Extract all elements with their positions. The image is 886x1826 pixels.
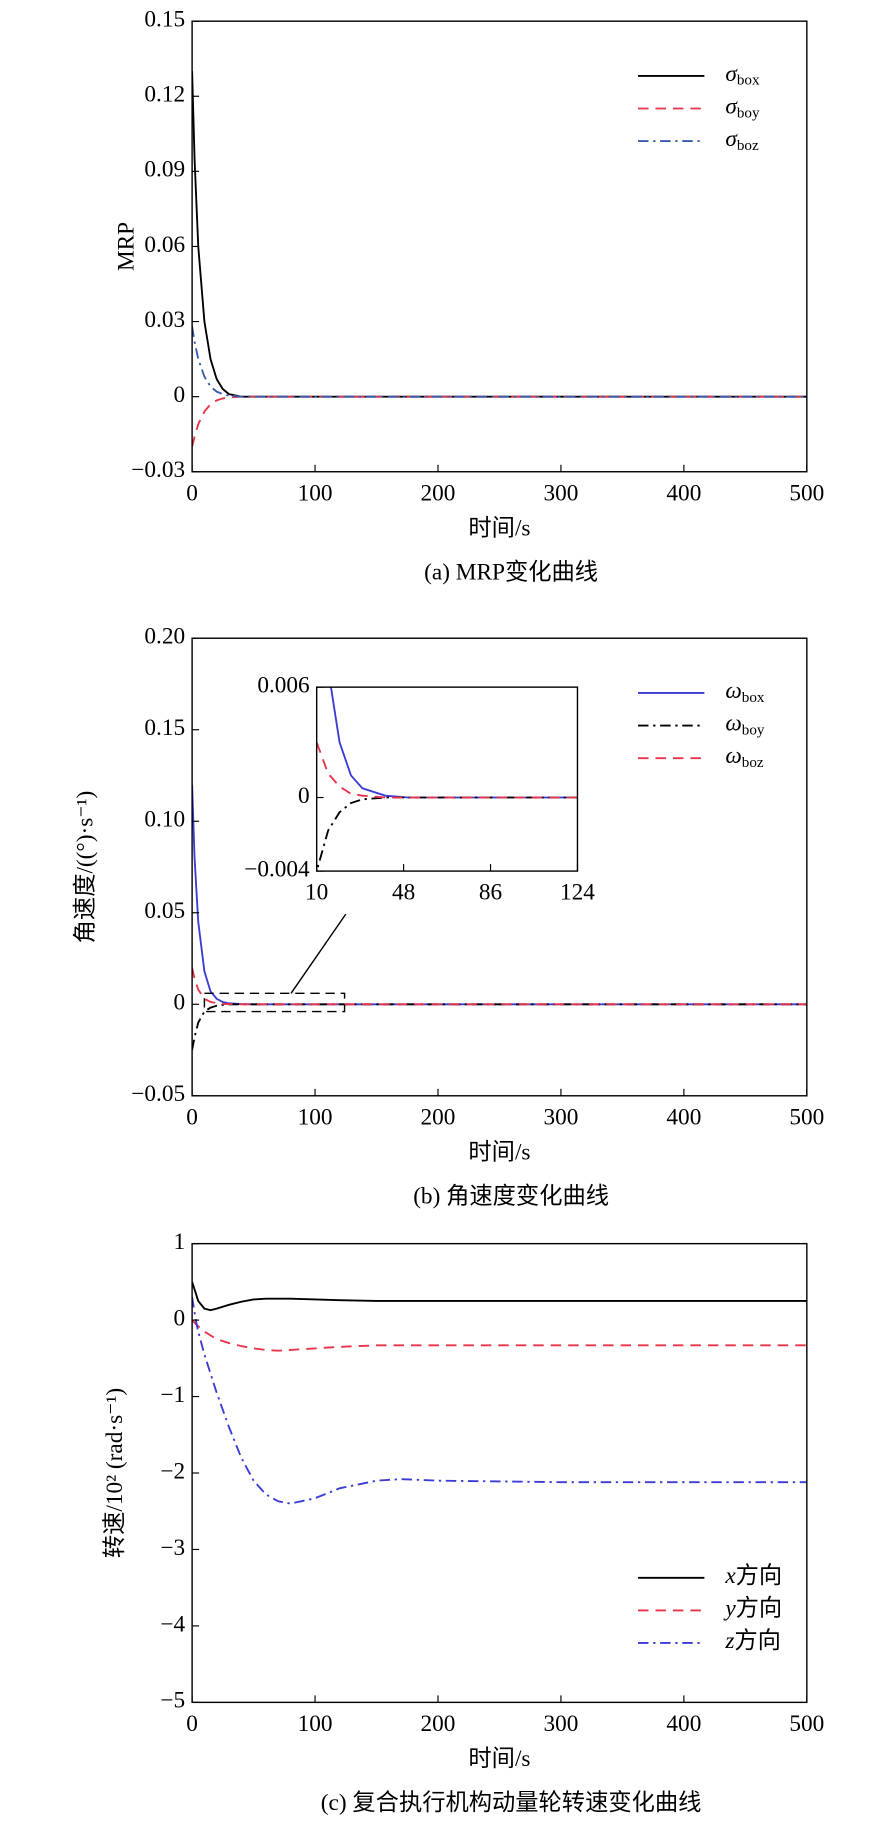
y-tick-label: 0 bbox=[173, 382, 185, 408]
x-tick-label: 500 bbox=[789, 1104, 824, 1130]
y-tick-label: −3 bbox=[160, 1535, 185, 1561]
x-tick-label: 500 bbox=[789, 480, 824, 506]
x-tick-label: 0 bbox=[186, 480, 198, 506]
y-tick-label: 0 bbox=[173, 1305, 185, 1331]
y-axis-title: 转速/10² (rad·s⁻¹) bbox=[102, 1388, 128, 1558]
x-tick-label: 0 bbox=[186, 1104, 198, 1130]
series-line bbox=[330, 687, 578, 799]
x-tick-label: 400 bbox=[666, 1711, 701, 1737]
chart-caption: (b) 角速度变化曲线 bbox=[413, 1184, 609, 1210]
series-line bbox=[192, 1297, 807, 1505]
x-axis-title: 时间/s bbox=[468, 1746, 530, 1772]
x-tick-label: 100 bbox=[298, 1711, 333, 1737]
zoom-box bbox=[203, 992, 346, 1013]
legend-label: z方向 bbox=[724, 1628, 781, 1654]
series-line bbox=[192, 967, 807, 1006]
legend-label: ωboy bbox=[725, 711, 765, 739]
y-tick-label: −2 bbox=[160, 1458, 185, 1484]
y-tick-label: −0.004 bbox=[244, 856, 310, 882]
y-tick-label: 0.15 bbox=[144, 715, 185, 741]
x-tick-label: 300 bbox=[543, 480, 578, 506]
y-axis-title: 角速度/((°)·s⁻¹) bbox=[73, 791, 99, 944]
x-tick-label: 100 bbox=[298, 480, 333, 506]
y-tick-label: 0.03 bbox=[144, 307, 185, 333]
y-tick-label: 0.12 bbox=[144, 82, 185, 108]
legend-label: x方向 bbox=[724, 1563, 782, 1589]
y-tick-label: 0 bbox=[173, 990, 185, 1016]
chart-caption: (c) 复合执行机构动量轮转速变化曲线 bbox=[321, 1790, 702, 1816]
legend-label: ωbox bbox=[725, 678, 765, 706]
y-axis-title: MRP bbox=[113, 222, 139, 271]
x-axis-title: 时间/s bbox=[468, 515, 530, 541]
series-line bbox=[192, 1281, 807, 1312]
x-tick-label: 400 bbox=[666, 1104, 701, 1130]
x-tick-label: 124 bbox=[560, 880, 595, 906]
x-tick-label: 300 bbox=[543, 1104, 578, 1130]
legend-label: σboy bbox=[725, 94, 760, 122]
series-line bbox=[192, 1319, 807, 1352]
series-line bbox=[192, 326, 807, 398]
y-tick-label: 0.006 bbox=[257, 672, 309, 698]
legend-label: σboz bbox=[725, 126, 759, 154]
plot-frame bbox=[191, 637, 808, 1097]
x-axis-title: 时间/s bbox=[468, 1139, 530, 1165]
plot-frame bbox=[191, 20, 808, 473]
inset-frame bbox=[315, 686, 579, 872]
y-tick-label: 0.09 bbox=[144, 157, 185, 183]
y-tick-label: −0.03 bbox=[131, 457, 185, 483]
x-tick-label: 400 bbox=[666, 480, 701, 506]
y-tick-label: 0.10 bbox=[144, 807, 185, 833]
x-tick-label: 100 bbox=[298, 1104, 333, 1130]
y-tick-label: 0.20 bbox=[144, 624, 185, 650]
x-tick-label: 200 bbox=[421, 480, 456, 506]
y-tick-label: 1 bbox=[173, 1229, 185, 1255]
zoom-connector bbox=[290, 913, 347, 994]
inset-bg bbox=[316, 687, 578, 872]
x-tick-label: 300 bbox=[543, 1711, 578, 1737]
legend-label: σbox bbox=[725, 61, 760, 89]
y-tick-label: 0.15 bbox=[144, 7, 185, 33]
x-tick-label: 0 bbox=[186, 1711, 198, 1737]
x-tick-label: 48 bbox=[392, 880, 415, 906]
y-tick-label: 0.05 bbox=[144, 898, 185, 924]
y-tick-label: −1 bbox=[160, 1382, 185, 1408]
legend-label: y方向 bbox=[723, 1596, 782, 1622]
x-tick-label: 200 bbox=[421, 1711, 456, 1737]
x-tick-label: 86 bbox=[479, 880, 502, 906]
series-line bbox=[192, 395, 807, 447]
y-tick-label: 0 bbox=[298, 783, 310, 809]
series-line bbox=[316, 734, 578, 799]
y-tick-label: 0.06 bbox=[144, 232, 185, 258]
y-tick-label: −4 bbox=[160, 1611, 185, 1637]
chart-caption: (a) MRP变化曲线 bbox=[424, 560, 598, 586]
plot-frame bbox=[191, 1242, 808, 1704]
series-line bbox=[192, 71, 807, 398]
x-tick-label: 200 bbox=[421, 1104, 456, 1130]
y-tick-label: −0.05 bbox=[131, 1081, 185, 1107]
legend-label: ωboz bbox=[725, 743, 764, 771]
x-tick-label: 500 bbox=[789, 1711, 824, 1737]
x-tick-label: 10 bbox=[305, 880, 328, 906]
y-tick-label: −5 bbox=[160, 1688, 185, 1714]
